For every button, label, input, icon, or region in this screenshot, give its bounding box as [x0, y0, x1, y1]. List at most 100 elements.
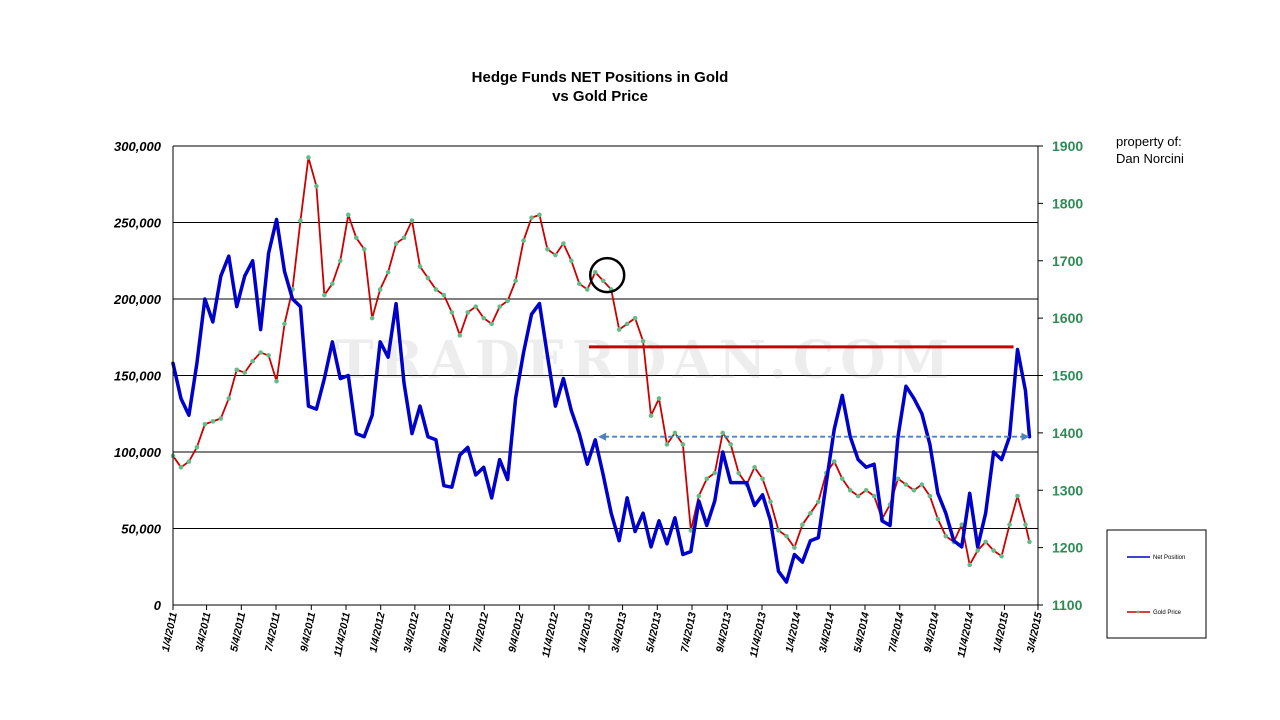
gold-price-point: [784, 533, 789, 539]
gold-price-point: [808, 510, 813, 516]
gold-price-point: [234, 367, 240, 373]
left-axis: 0 50,000 100,000 150,000 200,000 250,000 300,0…: [113, 139, 174, 613]
gold-price-point: [688, 528, 694, 533]
gold-price-point: [999, 553, 1004, 559]
gold-price-point: [481, 315, 487, 321]
right-tick-label: 1900: [1052, 138, 1083, 154]
highlight-circle: [588, 256, 626, 294]
left-tick-label: 250,000: [113, 216, 162, 231]
gridlines: [173, 145, 1038, 529]
gold-price-point: [577, 281, 582, 287]
plot-area: [170, 155, 1032, 584]
gold-price-point: [314, 183, 319, 189]
gold-price-point: [640, 338, 646, 344]
gold-price-point: [895, 476, 901, 482]
gold-price-point: [975, 548, 980, 553]
gold-price-point: [425, 275, 431, 281]
gold-price-point: [616, 327, 622, 332]
gold-price-point: [1015, 493, 1020, 499]
gold-price-point: [927, 493, 933, 499]
gold-price-point: [433, 287, 439, 292]
gold-price-point: [816, 499, 821, 505]
gold-price-point: [569, 258, 574, 264]
gold-price-point: [983, 539, 988, 545]
legend-label-gold-price: Gold Price: [1153, 610, 1182, 616]
gold-price-point: [194, 444, 200, 450]
gold-price-point: [457, 333, 463, 338]
gold-price-point: [991, 548, 996, 553]
credit-line-1: property of:: [1116, 134, 1182, 149]
gold-price-point: [322, 292, 327, 298]
right-tick-label: 1700: [1052, 253, 1083, 269]
gold-price-point: [298, 218, 303, 223]
gold-price-point: [847, 487, 853, 493]
support-arrow-right-head: [1021, 432, 1030, 441]
gold-price-point: [361, 246, 367, 252]
gold-price-point: [664, 442, 670, 447]
gold-price-point: [855, 493, 861, 499]
gold-price-point: [401, 235, 407, 241]
gold-price-point: [831, 459, 837, 464]
gold-price-point: [800, 522, 805, 527]
gold-price-point: [632, 315, 638, 321]
gold-price-point: [911, 487, 917, 493]
left-tick-label: 150,000: [114, 369, 162, 384]
gold-price-point: [600, 278, 606, 284]
gold-price-point: [839, 476, 845, 482]
gold-price-point: [935, 516, 941, 522]
chart-subtitle: vs Gold Price: [552, 88, 648, 105]
gold-price-point: [385, 269, 391, 275]
gold-price-point: [736, 470, 741, 476]
gold-price-point: [720, 430, 726, 436]
left-tick-label: 300,000: [114, 139, 162, 154]
right-tick-label: 1300: [1052, 482, 1083, 498]
gold-price-point: [967, 562, 973, 568]
left-tick-label: 100,000: [114, 445, 162, 460]
gold-price-point: [505, 298, 510, 304]
gold-price-point: [680, 442, 686, 447]
legend-marker-gold-price: [1136, 610, 1140, 614]
gold-price-point: [417, 264, 423, 269]
gold-price-point: [210, 419, 216, 424]
gold-price-point: [553, 252, 558, 258]
gold-price-point: [258, 350, 263, 355]
gold-price-point: [250, 358, 255, 364]
gold-price-point: [919, 482, 925, 487]
gold-price-point: [943, 533, 949, 539]
gold-price-point: [409, 218, 415, 223]
gold-price-point: [792, 545, 797, 550]
gold-price-point: [473, 304, 479, 309]
left-tick-label: 50,000: [121, 522, 162, 537]
gold-price-point: [768, 499, 773, 505]
gold-price-point: [728, 442, 733, 447]
gold-price-point: [712, 470, 718, 476]
gold-price-point: [338, 258, 343, 264]
gold-price-point: [760, 476, 765, 482]
gold-price-point: [218, 416, 224, 421]
gold-price-point: [489, 321, 494, 327]
gold-price-point: [441, 292, 447, 298]
gold-price-point: [776, 528, 781, 533]
gold-price-point: [584, 287, 590, 292]
right-axis: 1100 1200 1300 1400 1500 1600 1700 1800 1900: [1037, 138, 1083, 613]
left-tick-label: 0: [154, 598, 162, 613]
gold-price-point: [624, 321, 630, 327]
chart-title: Hedge Funds NET Positions in Gold: [472, 69, 729, 86]
gold-price-point: [545, 246, 550, 252]
gold-price-point: [1007, 522, 1012, 527]
gold-price-point: [529, 215, 534, 221]
right-tick-label: 1200: [1052, 540, 1083, 556]
gold-price-point: [330, 281, 335, 287]
gold-price-point: [377, 287, 383, 292]
gold-price-point: [274, 378, 279, 384]
gold-price-point: [752, 465, 757, 470]
credit-line-2: Dan Norcini: [1116, 151, 1184, 166]
right-tick-label: 1500: [1052, 368, 1083, 384]
right-tick-label: 1400: [1052, 425, 1083, 441]
gold-price-point: [1023, 522, 1028, 527]
gold-price-point: [513, 278, 518, 284]
legend-label-net-position: Net Position: [1153, 555, 1185, 561]
gold-price-point: [648, 413, 654, 418]
gold-price-point: [672, 430, 678, 436]
